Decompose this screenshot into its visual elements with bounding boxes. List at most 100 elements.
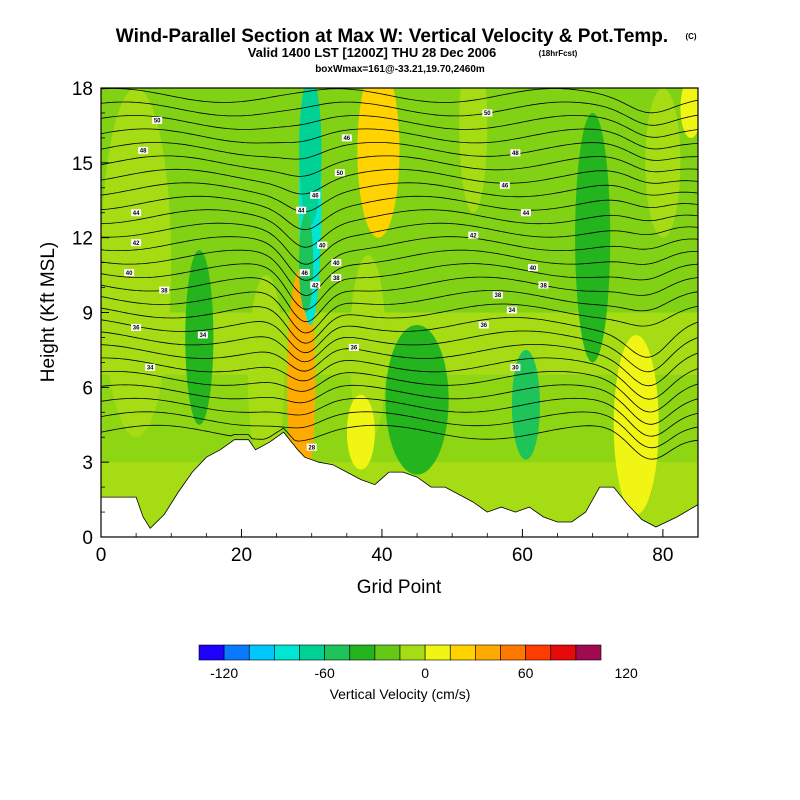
- isentrope-label-27: 38: [492, 291, 503, 299]
- colorbar: -120 -60 0 60 120: [198, 644, 638, 681]
- colorbar-bin-15: [575, 644, 602, 661]
- w-feature-13: [101, 88, 172, 438]
- svg-text:42: 42: [470, 233, 477, 239]
- isentrope-label-5: 38: [159, 286, 170, 294]
- forecast-note: (18hrFcst): [539, 49, 578, 58]
- isentrope-label-24: 42: [468, 231, 479, 239]
- svg-text:40: 40: [126, 271, 133, 277]
- w-feature-6: [299, 212, 314, 313]
- colorbar-bin-14: [550, 644, 577, 661]
- y-tick-label-18: 18: [72, 79, 93, 100]
- terrain-mask: [101, 431, 698, 537]
- svg-text:48: 48: [512, 151, 519, 157]
- isentrope-8: [101, 317, 698, 358]
- w-feature-3: [613, 334, 659, 515]
- isentrope-label-23: 44: [520, 209, 531, 217]
- svg-text:38: 38: [494, 293, 501, 299]
- isentrope-label-29: 36: [478, 321, 489, 329]
- colorbar-bin-7: [374, 644, 401, 661]
- colorbar-bin-2: [249, 644, 275, 661]
- isentrope-label-2: 44: [131, 209, 142, 217]
- isentrope-label-4: 40: [124, 269, 135, 277]
- isentrope-6: [101, 344, 698, 387]
- isentrope-14: [101, 236, 698, 281]
- svg-text:46: 46: [343, 136, 350, 142]
- isentrope-16: [101, 209, 698, 248]
- isentrope-label-28: 34: [506, 306, 517, 314]
- isentrope-18: [101, 182, 698, 213]
- y-tick-label-0: 0: [82, 528, 93, 549]
- svg-text:34: 34: [199, 333, 206, 339]
- colorbar-bin-9: [424, 644, 451, 661]
- isentrope-21: [101, 142, 698, 161]
- svg-text:36: 36: [480, 323, 487, 329]
- colorbar-bin-6: [349, 644, 376, 661]
- isentrope-4: [101, 371, 698, 413]
- svg-text:46: 46: [301, 271, 308, 277]
- isentrope-label-13: 40: [317, 241, 328, 249]
- svg-text:46: 46: [502, 183, 509, 189]
- colorbar-bin-4: [299, 644, 325, 661]
- isentrope-labels: 50 48 44 42 40 38 36 34 34 46 50 46 44 40 40 46 38 42 36 28…: [124, 109, 549, 451]
- isentrope-label-1: 48: [138, 146, 149, 155]
- svg-text:44: 44: [133, 211, 140, 217]
- isentrope-15: [101, 222, 698, 265]
- colorbar-bin-1: [223, 644, 250, 661]
- svg-text:40: 40: [319, 243, 326, 249]
- x-axis-label: Grid Point: [357, 577, 442, 598]
- svg-text:48: 48: [140, 149, 147, 155]
- isentrope-label-21: 48: [510, 149, 521, 157]
- w-feature-18: [645, 88, 681, 238]
- svg-text:38: 38: [161, 288, 168, 294]
- isentrope-label-14: 40: [331, 259, 342, 267]
- y-tick-label-6: 6: [82, 378, 93, 399]
- isentrope-label-17: 42: [310, 281, 321, 289]
- colorbar-bin-5: [324, 644, 351, 661]
- svg-text:36: 36: [351, 346, 358, 352]
- y-tick-label-9: 9: [82, 304, 93, 325]
- isentrope-11: [101, 276, 698, 323]
- x-tick-label-60: 60: [512, 545, 533, 566]
- isentrope-5: [101, 357, 698, 400]
- colorbar-bin-8: [399, 644, 426, 661]
- x-tick-label-20: 20: [231, 545, 252, 566]
- isentrope-10: [101, 290, 698, 334]
- svg-text:40: 40: [333, 261, 340, 267]
- isentrope-22: [101, 128, 698, 150]
- plot-area: 50 48 44 42 40 38 36 34 34 46 50 46 44 40 40 46 38 42 36 28…: [101, 88, 698, 537]
- svg-text:42: 42: [312, 283, 319, 289]
- isentrope-label-30: 30: [510, 363, 521, 372]
- isentrope-19: [101, 168, 698, 195]
- colorbar-label: Vertical Velocity (cm/s): [330, 686, 471, 702]
- colorbar-tick-3: 60: [518, 665, 534, 681]
- chart-title: Wind-Parallel Section at Max W: Vertical…: [116, 26, 668, 47]
- svg-text:30: 30: [512, 366, 519, 372]
- isentrope-lines: [101, 88, 698, 460]
- svg-text:50: 50: [484, 111, 491, 117]
- w-feature-9: [247, 275, 285, 475]
- colorbar-bin-10: [449, 644, 476, 661]
- svg-text:44: 44: [298, 208, 305, 214]
- y-tick-label-12: 12: [72, 229, 93, 250]
- x-tick-label-0: 0: [96, 545, 107, 566]
- isentrope-label-26: 38: [538, 281, 549, 289]
- w-feature-5: [299, 88, 322, 226]
- colorbar-tick-2: 0: [421, 665, 429, 681]
- isentrope-label-18: 36: [348, 343, 359, 352]
- isentrope-3: [101, 384, 698, 425]
- svg-text:50: 50: [154, 119, 161, 125]
- svg-text:50: 50: [336, 171, 343, 177]
- chart-subtitle-2: boxWmax=161@-33.21,19.70,2460m: [315, 64, 485, 75]
- w-feature-15: [346, 394, 375, 470]
- isentrope-12: [101, 263, 698, 310]
- isentrope-7: [101, 330, 698, 373]
- isentrope-0: [101, 424, 698, 460]
- x-tick-label-80: 80: [652, 545, 673, 566]
- svg-text:40: 40: [530, 266, 537, 272]
- isentrope-label-22: 46: [499, 181, 510, 189]
- isentrope-label-10: 50: [334, 169, 345, 177]
- isentrope-20: [101, 155, 698, 177]
- w-feature-12: [385, 324, 449, 475]
